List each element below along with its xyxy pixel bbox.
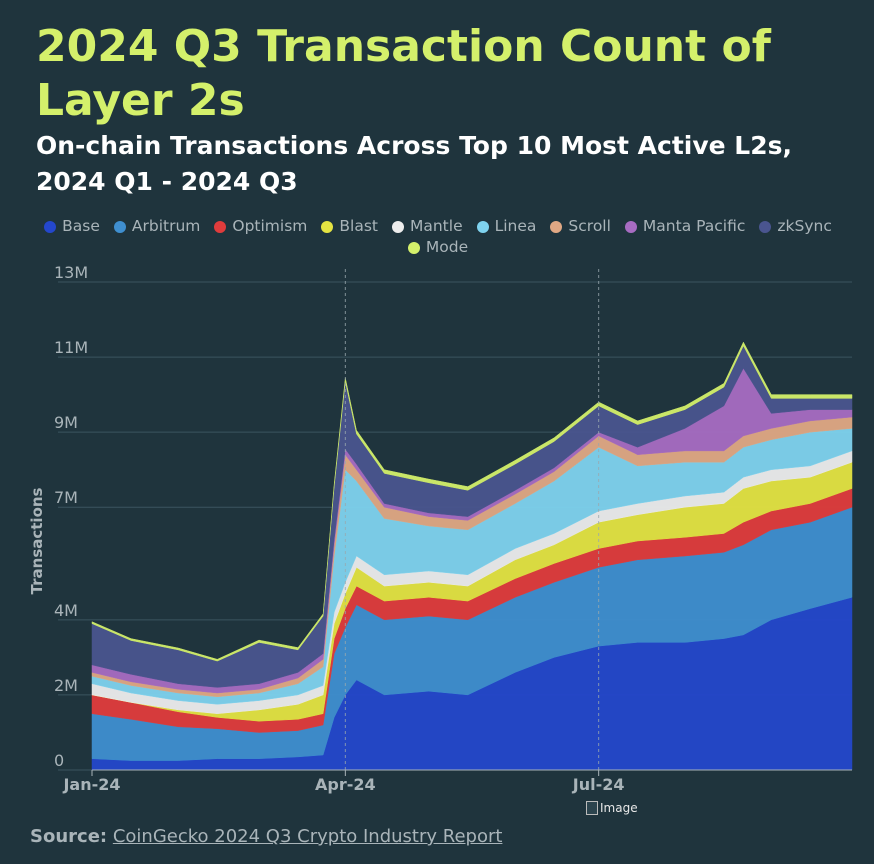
- legend-item-scroll[interactable]: Scroll: [550, 216, 611, 237]
- y-tick-label: 11M: [54, 338, 88, 357]
- y-tick-label: 0: [54, 751, 64, 770]
- y-tick-label: 13M: [54, 263, 88, 282]
- legend-dot-icon: [113, 220, 126, 233]
- y-tick-label: 7M: [54, 488, 78, 507]
- source-link[interactable]: CoinGecko 2024 Q3 Crypto Industry Report: [112, 826, 503, 847]
- legend-item-zksync[interactable]: zkSync: [759, 216, 832, 237]
- source-label: Source:: [30, 826, 108, 847]
- image-placeholder: Image: [586, 801, 638, 815]
- legend-item-mantle[interactable]: Mantle: [391, 216, 463, 237]
- legend-label: Scroll: [568, 217, 611, 235]
- y-tick-label: 2M: [54, 676, 78, 695]
- source-note: Source: CoinGecko 2024 Q3 Crypto Industr…: [30, 826, 502, 847]
- y-axis-label: Transactions: [28, 487, 46, 594]
- legend-label: Arbitrum: [131, 217, 201, 235]
- legend-dot-icon: [321, 220, 334, 233]
- legend-item-blast[interactable]: Blast: [321, 216, 378, 237]
- legend-label: Blast: [339, 217, 378, 235]
- legend-item-base[interactable]: Base: [44, 216, 100, 237]
- stacked-area-chart: 0 2M 4M 7M 9M 11M 13M Transactions Jan-24 Apr-24 J…: [28, 263, 853, 794]
- legend-label: Mantle: [409, 217, 463, 235]
- legend-dot-icon: [44, 220, 57, 233]
- legend-item-manta-pacific[interactable]: Manta Pacific: [624, 216, 746, 237]
- legend-item-optimism[interactable]: Optimism: [214, 216, 307, 237]
- y-tick-label: 4M: [54, 601, 78, 620]
- legend-label: Optimism: [232, 217, 308, 235]
- chart-legend: Base Arbitrum Optimism Blast Mantle Linea Scro…: [28, 216, 848, 258]
- x-tick-label: Apr-24: [315, 775, 376, 794]
- y-tick-label: 9M: [54, 413, 78, 432]
- legend-label: Linea: [494, 217, 537, 235]
- area-series-mode: [91, 341, 853, 662]
- legend-dot-icon: [624, 220, 637, 233]
- legend-label: Manta Pacific: [642, 217, 746, 235]
- legend-dot-icon: [391, 220, 404, 233]
- legend-dot-icon: [476, 220, 489, 233]
- legend-label: Mode: [425, 238, 469, 256]
- legend-dot-icon: [759, 220, 772, 233]
- legend-label: Base: [62, 217, 100, 235]
- x-tick-label: Jul-24: [572, 775, 625, 794]
- legend-dot-icon: [550, 220, 563, 233]
- x-tick-label: Jan-24: [62, 775, 120, 794]
- legend-dot-icon: [407, 241, 420, 254]
- legend-dot-icon: [214, 220, 227, 233]
- legend-item-arbitrum[interactable]: Arbitrum: [113, 216, 201, 237]
- image-placeholder-label: Image: [600, 801, 638, 815]
- legend-item-mode[interactable]: Mode: [407, 237, 469, 258]
- legend-label: zkSync: [777, 217, 832, 235]
- legend-item-linea[interactable]: Linea: [476, 216, 537, 237]
- chart-subtitle: On-chain Transactions Across Top 10 Most…: [36, 131, 793, 196]
- broken-image-icon: [586, 801, 598, 815]
- chart-title: 2024 Q3 Transaction Count of Layer 2s: [36, 21, 771, 126]
